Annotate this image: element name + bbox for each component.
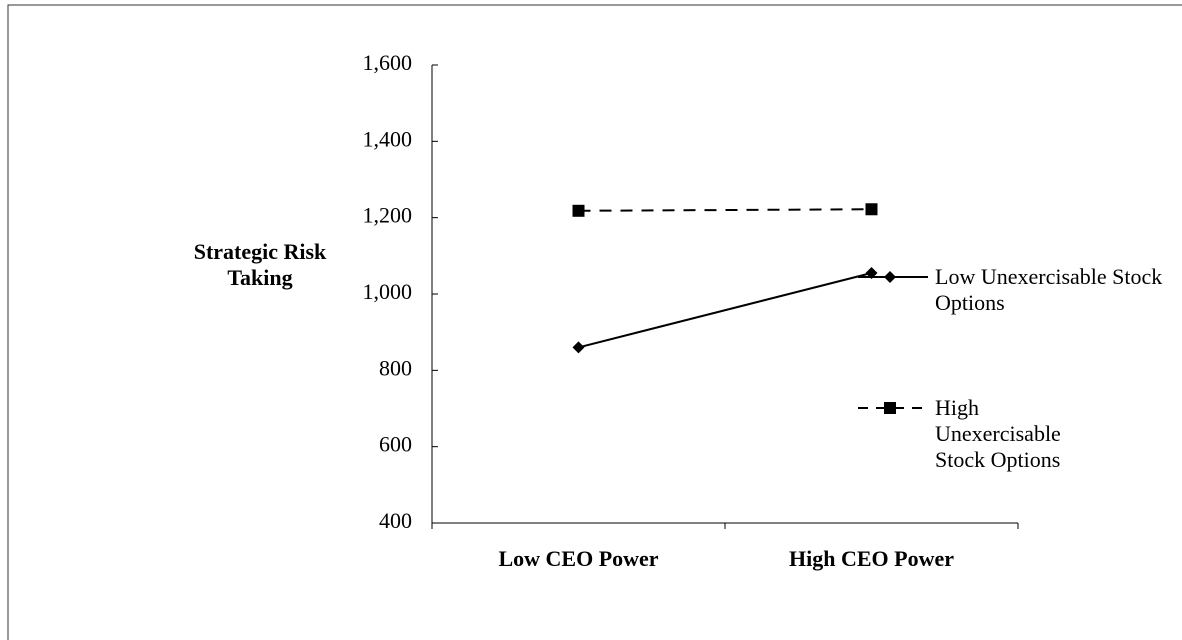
marker [572,204,585,217]
legend-label: High Unexercisable Stock Options [935,395,1061,472]
y-tick-label: 1,400 [363,126,413,151]
y-tick-label: 1,000 [363,279,413,304]
y-tick-label: 600 [379,432,412,457]
y-tick-label: 400 [379,508,412,533]
series-line [578,208,872,212]
frame [7,4,1182,640]
marker [865,203,878,216]
x-tick-label: High CEO Power [789,546,954,571]
series-line [578,272,872,349]
y-tick-label: 1,600 [363,50,413,75]
marker [572,341,585,354]
marker [884,402,896,414]
legend-label: Low Unexercisable Stock Options [935,264,1163,315]
y-axis-label: Strategic Risk Taking [193,239,327,290]
y-tick-label: 800 [379,355,412,380]
x-tick-label: Low CEO Power [498,546,658,571]
marker [884,271,896,283]
y-tick-label: 1,200 [363,203,413,228]
